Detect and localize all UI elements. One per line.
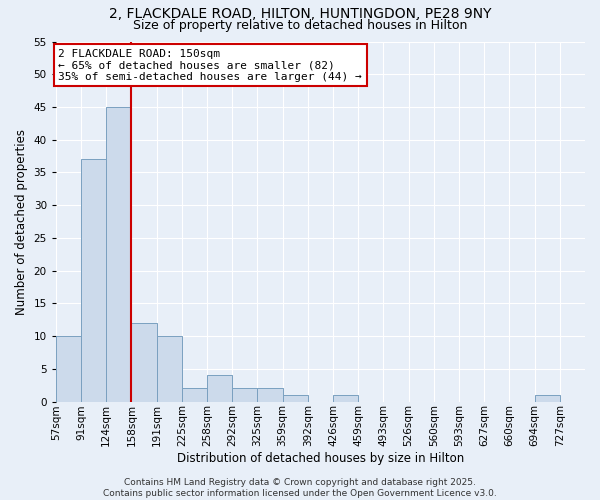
Bar: [56, 336, 81, 402]
Bar: [106, 107, 131, 402]
Bar: [182, 388, 207, 402]
Bar: [131, 323, 157, 402]
Y-axis label: Number of detached properties: Number of detached properties: [15, 128, 28, 314]
Bar: [333, 395, 358, 402]
X-axis label: Distribution of detached houses by size in Hilton: Distribution of detached houses by size …: [177, 452, 464, 465]
Text: 2 FLACKDALE ROAD: 150sqm
← 65% of detached houses are smaller (82)
35% of semi-d: 2 FLACKDALE ROAD: 150sqm ← 65% of detach…: [58, 48, 362, 82]
Text: Contains HM Land Registry data © Crown copyright and database right 2025.
Contai: Contains HM Land Registry data © Crown c…: [103, 478, 497, 498]
Bar: [81, 160, 106, 402]
Text: 2, FLACKDALE ROAD, HILTON, HUNTINGDON, PE28 9NY: 2, FLACKDALE ROAD, HILTON, HUNTINGDON, P…: [109, 8, 491, 22]
Bar: [232, 388, 257, 402]
Text: Size of property relative to detached houses in Hilton: Size of property relative to detached ho…: [133, 18, 467, 32]
Bar: [535, 395, 560, 402]
Bar: [257, 388, 283, 402]
Bar: [157, 336, 182, 402]
Bar: [207, 376, 232, 402]
Bar: [283, 395, 308, 402]
